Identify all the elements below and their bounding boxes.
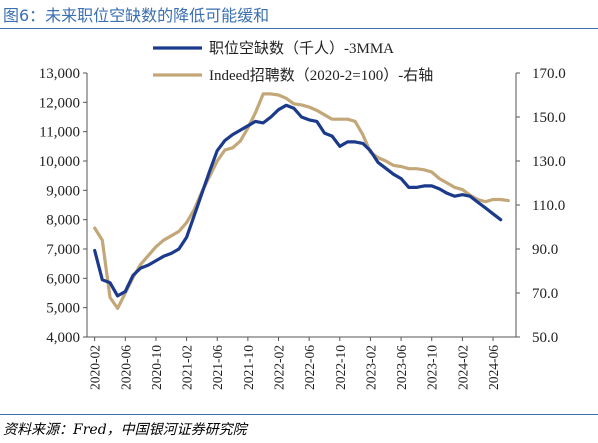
y-left-tick-label: 4,000 bbox=[46, 330, 80, 346]
x-tick-label: 2024-06 bbox=[486, 345, 501, 390]
y-right-tick-label: 50.0 bbox=[532, 330, 558, 346]
y-left-tick-label: 10,000 bbox=[39, 154, 80, 170]
y-left-tick-label: 8,000 bbox=[46, 213, 80, 229]
y-left-tick-label: 7,000 bbox=[46, 242, 80, 258]
x-tick-label: 2024-02 bbox=[455, 345, 470, 390]
y-right-tick-label: 170.0 bbox=[532, 66, 566, 82]
legend-label: 职位空缺数（千人）-3MMA bbox=[209, 40, 394, 57]
y-left-tick-label: 5,000 bbox=[46, 301, 80, 317]
x-tick-label: 2023-10 bbox=[425, 345, 440, 390]
x-tick-label: 2022-06 bbox=[302, 345, 317, 390]
x-tick-label: 2021-06 bbox=[210, 345, 225, 390]
y-left-tick-label: 13,000 bbox=[39, 66, 80, 82]
x-tick-label: 2020-06 bbox=[118, 345, 133, 390]
y-right-tick-label: 150.0 bbox=[532, 110, 566, 126]
y-left-tick-label: 9,000 bbox=[46, 183, 80, 199]
series-line-indeed-postings bbox=[93, 92, 510, 310]
y-left-tick-label: 6,000 bbox=[46, 271, 80, 287]
y-left-tick-label: 12,000 bbox=[39, 95, 80, 111]
x-tick-label: 2020-10 bbox=[149, 345, 164, 390]
legend: 职位空缺数（千人）-3MMA Indeed招聘数（2020-2=100）-右轴 bbox=[153, 40, 433, 84]
title-divider bbox=[0, 28, 598, 29]
x-tick-label: 2020-02 bbox=[88, 345, 103, 390]
x-tick-label: 2023-06 bbox=[394, 345, 409, 390]
chart: 4,000 5,000 6,000 7,000 8,000 9,000 10,000 11,0… bbox=[39, 40, 566, 390]
figure-title: 图6：未来职位空缺数的降低可能缓和 bbox=[3, 6, 270, 25]
series-layer bbox=[93, 92, 510, 310]
y-right-tick-label: 90.0 bbox=[532, 242, 558, 258]
y-right-tick-label: 70.0 bbox=[532, 286, 558, 302]
x-tick-label: 2022-10 bbox=[333, 345, 348, 390]
y-right-tick-label: 110.0 bbox=[532, 198, 565, 214]
source-note: 资料来源：Fred，中国银河证券研究院 bbox=[3, 422, 247, 438]
legend-label: Indeed招聘数（2020-2=100）-右轴 bbox=[209, 67, 433, 84]
chart-axes: 4,000 5,000 6,000 7,000 8,000 9,000 10,000 11,0… bbox=[39, 66, 566, 390]
y-right-tick-label: 130.0 bbox=[532, 154, 566, 170]
x-tick-label: 2023-02 bbox=[363, 345, 378, 390]
x-tick-label: 2021-10 bbox=[241, 345, 256, 390]
source-divider bbox=[0, 414, 598, 415]
y-left-tick-label: 11,000 bbox=[39, 125, 80, 141]
series-line-job-openings bbox=[93, 103, 503, 298]
x-tick-label: 2021-02 bbox=[180, 345, 195, 390]
x-tick-label: 2022-02 bbox=[272, 345, 287, 390]
